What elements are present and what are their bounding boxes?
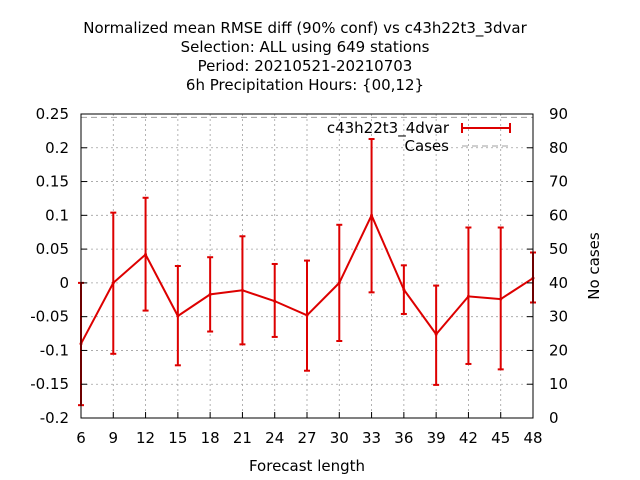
legend: c43h22t3_4dvar Cases: [327, 119, 511, 155]
y2-tick-label: 70: [549, 173, 568, 191]
data-point: [402, 288, 406, 292]
x-tick-label: 27: [297, 429, 316, 447]
data-point: [273, 299, 277, 303]
x-tick-label: 33: [362, 429, 381, 447]
data-point: [208, 292, 212, 296]
y2-axis-label: No cases: [585, 232, 603, 300]
main-series: [78, 137, 536, 407]
data-point: [305, 313, 309, 317]
y-tick-label: -0.05: [30, 308, 69, 326]
title-line-3: Period: 20210521-20210703: [198, 57, 413, 75]
title-line-1: Normalized mean RMSE diff (90% conf) vs …: [83, 19, 527, 38]
x-tick-label: 36: [394, 429, 413, 447]
x-tick-label: 42: [459, 429, 478, 447]
y2-tick-label: 20: [549, 341, 568, 359]
title-line-2: Selection: ALL using 649 stations: [181, 38, 430, 56]
x-tick-label: 48: [523, 429, 542, 447]
y2-tick-label: 80: [549, 139, 568, 157]
y2-tick-label: 0: [549, 409, 559, 427]
x-tick-label: 6: [76, 429, 86, 447]
x-tick-label: 12: [136, 429, 155, 447]
y2-tick-label: 50: [549, 240, 568, 258]
data-point: [240, 288, 244, 292]
y2-tick-label: 40: [549, 274, 568, 292]
data-point: [337, 281, 341, 285]
chart-title: Normalized mean RMSE diff (90% conf) vs …: [83, 19, 527, 94]
x-tick-label: 18: [201, 429, 220, 447]
data-point: [499, 297, 503, 301]
data-point: [370, 213, 374, 217]
y-tick-label: 0.2: [45, 139, 69, 157]
x-tick-label: 39: [427, 429, 446, 447]
y-tick-label: 0.1: [45, 206, 69, 224]
x-tick-label: 21: [233, 429, 252, 447]
x-axis-label: Forecast length: [249, 457, 365, 475]
y-tick-label: 0.05: [36, 240, 69, 258]
y-tick-label: -0.2: [40, 409, 69, 427]
data-point: [434, 332, 438, 336]
y-tick-label: 0.25: [36, 105, 69, 123]
data-point: [111, 281, 115, 285]
y2-axis: 0 10 20 30 40 50 60 70 80 90: [527, 105, 568, 427]
y-tick-label: -0.15: [30, 375, 69, 393]
y2-tick-label: 30: [549, 308, 568, 326]
x-tick-label: 15: [168, 429, 187, 447]
y-tick-label: 0: [59, 274, 69, 292]
y2-tick-label: 60: [549, 206, 568, 224]
x-tick-label: 24: [265, 429, 284, 447]
x-axis: 6 9 12 15 18 21 24 27 30 33 36 39 42 45 48: [76, 412, 543, 447]
y-tick-label: 0.15: [36, 173, 69, 191]
title-line-4: 6h Precipitation Hours: {00,12}: [186, 76, 424, 94]
data-point: [176, 314, 180, 318]
x-tick-label: 9: [109, 429, 119, 447]
data-point: [466, 294, 470, 298]
legend-label-main: c43h22t3_4dvar: [327, 119, 450, 138]
y2-tick-label: 90: [549, 105, 568, 123]
data-point: [144, 253, 148, 257]
legend-label-cases: Cases: [404, 137, 449, 155]
x-tick-label: 45: [491, 429, 510, 447]
y-axis: -0.2 -0.15 -0.1 -0.05 0 0.05 0.1 0.15 0.2 0.25: [30, 105, 87, 427]
y-tick-label: -0.1: [40, 341, 69, 359]
x-tick-label: 30: [330, 429, 349, 447]
y2-tick-label: 10: [549, 375, 568, 393]
